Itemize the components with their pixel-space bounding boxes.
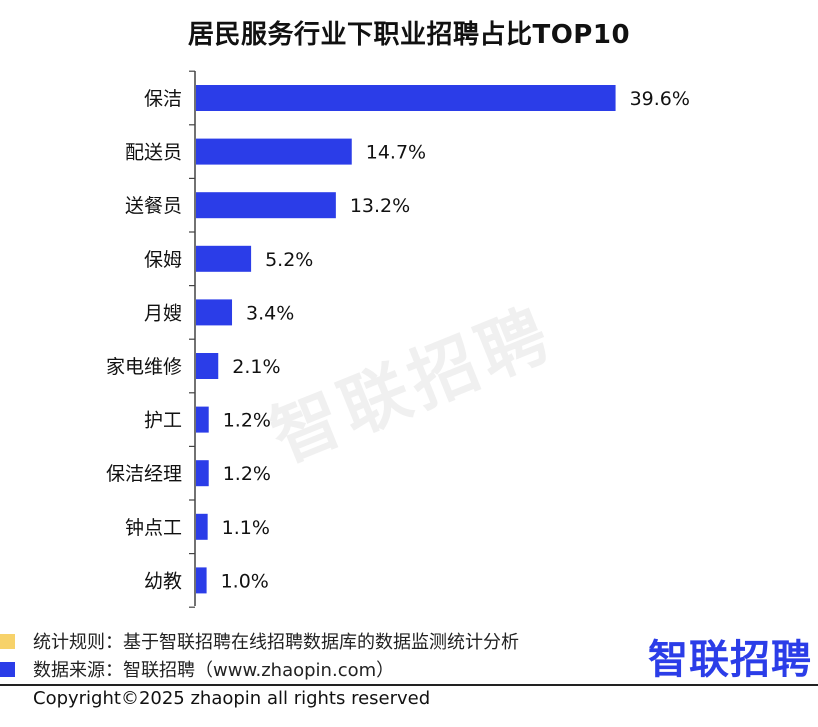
legend-swatch-blue: [0, 661, 15, 677]
value-label-7: 1.2%: [223, 463, 271, 485]
value-label-1: 14.7%: [366, 142, 426, 164]
legend-source-row: 数据来源：智联招聘（www.zhaopin.com）: [0, 656, 394, 682]
value-label-2: 13.2%: [350, 195, 410, 217]
legend-rule-text: 统计规则：基于智联招聘在线招聘数据库的数据监测统计分析: [33, 632, 519, 653]
value-label-6: 1.2%: [223, 410, 271, 432]
legend-rule-row: 统计规则：基于智联招聘在线招聘数据库的数据监测统计分析: [0, 628, 519, 654]
category-label-8: 钟点工: [125, 517, 182, 539]
value-label-0: 39.6%: [630, 88, 690, 110]
bar-2: [196, 192, 336, 219]
category-label-4: 月嫂: [144, 302, 182, 324]
category-label-0: 保洁: [144, 88, 182, 110]
value-label-3: 5.2%: [265, 249, 313, 271]
value-label-8: 1.1%: [222, 517, 270, 539]
bar-6: [196, 406, 209, 433]
bar-7: [196, 460, 209, 487]
category-label-5: 家电维修: [106, 356, 182, 378]
bar-chart: 保洁 39.6% 配送员 14.7% 送餐员 13.2% 保姆 5.2% 月嫂 3.4% 家电维修 2…: [106, 70, 690, 608]
bar-3: [196, 245, 252, 272]
value-label-5: 2.1%: [232, 356, 280, 378]
category-label-7: 保洁经理: [106, 463, 182, 485]
bar-5: [196, 353, 219, 379]
bar-8: [196, 513, 208, 540]
category-label-3: 保姆: [144, 249, 182, 271]
category-label-6: 护工: [144, 410, 182, 432]
copyright-text: Copyright©2025 zhaopin all rights reserv…: [33, 688, 431, 709]
category-label-9: 幼教: [144, 570, 182, 592]
footer-divider: [0, 684, 818, 686]
value-label-4: 3.4%: [246, 302, 294, 324]
bar-1: [196, 138, 352, 165]
bar-4: [196, 299, 233, 326]
legend-source-text: 数据来源：智联招聘（www.zhaopin.com）: [33, 660, 395, 681]
category-label-2: 送餐员: [125, 195, 182, 217]
category-label-1: 配送员: [125, 142, 182, 164]
zhaopin-logo: 智联招聘: [648, 637, 812, 683]
bar-9: [196, 567, 207, 594]
chart-title: 居民服务行业下职业招聘占比TOP10: [187, 20, 631, 50]
bar-0: [196, 85, 616, 111]
value-label-9: 1.0%: [221, 570, 269, 592]
legend-swatch-yellow: [0, 633, 15, 649]
